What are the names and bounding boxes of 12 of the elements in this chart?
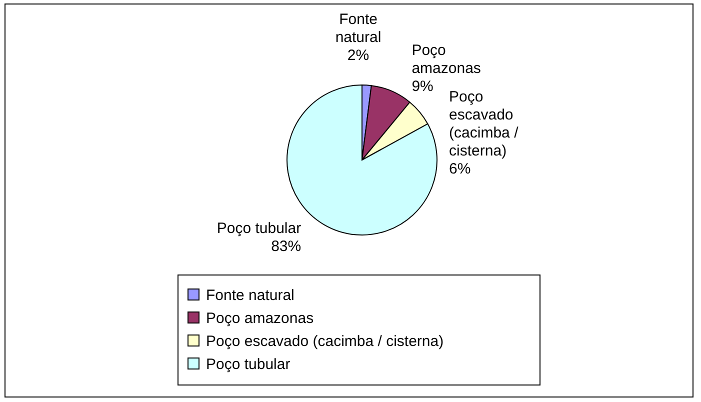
slice-label: Poço tubular xyxy=(216,220,302,238)
legend-label: Poço tubular xyxy=(206,356,290,373)
data-label: 9% xyxy=(412,78,434,96)
slice-label: Fonte natural xyxy=(335,11,382,46)
legend-label: Poço amazonas xyxy=(206,310,314,327)
legend-label: Fonte natural xyxy=(206,287,294,304)
data-label: 83% xyxy=(271,238,302,256)
slice-label: Poço escavado (cacimba / cisterna) xyxy=(449,88,520,160)
data-label: 6% xyxy=(449,160,471,178)
data-label: 2% xyxy=(347,47,370,64)
legend-label: Poço escavado (cacimba / cisterna) xyxy=(206,333,444,350)
slice-label: Poço amazonas xyxy=(412,42,481,78)
